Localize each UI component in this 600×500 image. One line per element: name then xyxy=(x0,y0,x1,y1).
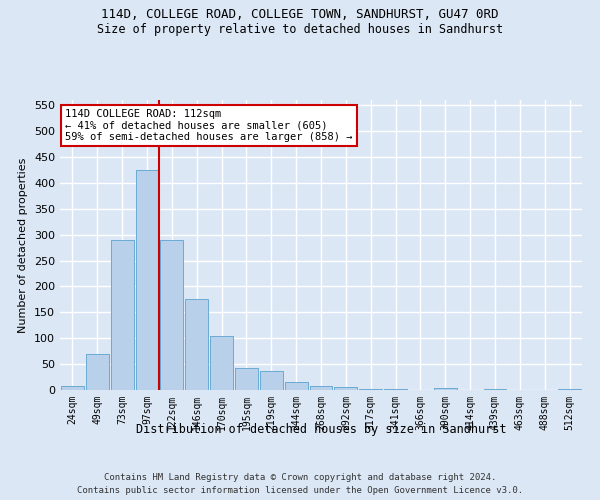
Bar xyxy=(111,240,134,390)
Bar xyxy=(484,389,506,390)
Bar xyxy=(235,368,258,390)
Text: 114D, COLLEGE ROAD, COLLEGE TOWN, SANDHURST, GU47 0RD: 114D, COLLEGE ROAD, COLLEGE TOWN, SANDHU… xyxy=(101,8,499,20)
Bar xyxy=(558,389,581,390)
Bar xyxy=(285,382,308,390)
Text: Size of property relative to detached houses in Sandhurst: Size of property relative to detached ho… xyxy=(97,22,503,36)
Y-axis label: Number of detached properties: Number of detached properties xyxy=(19,158,28,332)
Bar xyxy=(434,388,457,390)
Text: 114D COLLEGE ROAD: 112sqm
← 41% of detached houses are smaller (605)
59% of semi: 114D COLLEGE ROAD: 112sqm ← 41% of detac… xyxy=(65,108,353,142)
Bar xyxy=(334,388,357,390)
Bar xyxy=(86,354,109,390)
Bar xyxy=(359,389,382,390)
Text: Contains HM Land Registry data © Crown copyright and database right 2024.
Contai: Contains HM Land Registry data © Crown c… xyxy=(77,474,523,495)
Bar xyxy=(185,300,208,390)
Text: Distribution of detached houses by size in Sandhurst: Distribution of detached houses by size … xyxy=(136,422,506,436)
Bar xyxy=(136,170,158,390)
Bar xyxy=(310,386,332,390)
Bar xyxy=(260,371,283,390)
Bar xyxy=(210,336,233,390)
Bar xyxy=(384,389,407,390)
Bar xyxy=(61,386,84,390)
Bar xyxy=(160,240,183,390)
